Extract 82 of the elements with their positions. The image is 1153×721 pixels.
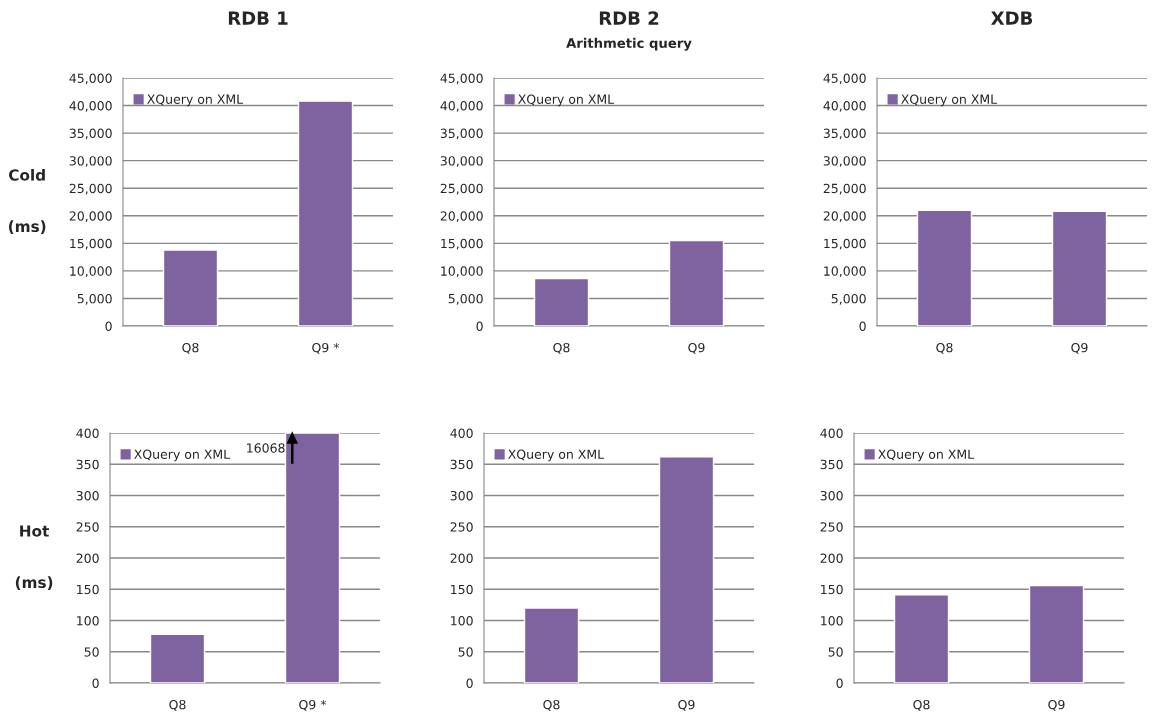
- y-tick-label: 150: [77, 584, 99, 595]
- y-tick-label: 0: [836, 678, 843, 688]
- y-tick-label: 30,000: [440, 156, 483, 167]
- y-tick-label: 350: [76, 459, 99, 470]
- y-tick-label: 35,000: [823, 128, 866, 140]
- y-tick-label: 35,000: [69, 128, 112, 140]
- y-tick-label: 0: [105, 321, 112, 331]
- y-tick-label: 20,000: [440, 211, 483, 222]
- x-tick-label: Q8: [182, 342, 199, 354]
- y-tick-label: 25,000: [823, 183, 866, 195]
- chart-title: XDB: [991, 11, 1033, 25]
- y-tick-label: 400: [820, 428, 843, 438]
- y-tick-label: 250: [450, 522, 473, 532]
- x-tick-label: Q9: [688, 342, 705, 354]
- y-tick-label: 45,000: [69, 73, 112, 85]
- x-tick-label: Q8: [936, 342, 953, 354]
- y-tick-label: 200: [76, 553, 99, 563]
- y-tick-label: 150: [821, 584, 843, 595]
- y-tick-label: 200: [450, 553, 473, 563]
- x-tick-label: Q8: [913, 699, 930, 711]
- y-tick-label: 25,000: [440, 183, 483, 195]
- y-tick-label: 350: [820, 459, 843, 470]
- text: Hot (ms): [15, 525, 53, 590]
- y-tick-label: 15,000: [70, 238, 112, 250]
- chart-title: RDB 2: [599, 11, 659, 25]
- x-tick-label: Q9: [1048, 699, 1065, 711]
- legend-label: XQuery on XML: [878, 449, 975, 462]
- y-tick-label: 40,000: [69, 101, 112, 112]
- y-tick-label: 0: [476, 321, 483, 331]
- legend-label: XQuery on XML: [901, 94, 998, 107]
- y-tick-label: 100: [77, 615, 99, 626]
- y-tick-label: 10,000: [824, 266, 866, 278]
- y-tick-label: 400: [450, 428, 473, 438]
- x-tick-label: Q8: [553, 342, 570, 354]
- x-tick-label: Q8: [543, 699, 560, 711]
- y-tick-label: 100: [451, 615, 473, 626]
- y-tick-label: 25,000: [69, 183, 112, 195]
- y-tick-label: 50: [84, 647, 99, 657]
- annotation: 16068: [247, 443, 285, 453]
- chart-subtitle: Arithmetic query: [566, 37, 692, 51]
- y-tick-label: 40,000: [440, 101, 483, 112]
- y-tick-label: 45,000: [823, 73, 866, 85]
- y-tick-label: 30,000: [823, 156, 866, 167]
- y-tick-label: 0: [466, 678, 473, 688]
- legend-label: XQuery on XML: [134, 449, 231, 462]
- y-tick-label: 10,000: [70, 266, 112, 278]
- x-tick-label: Q8: [169, 699, 186, 711]
- y-tick-label: 0: [859, 321, 866, 331]
- y-tick-label: 0: [92, 678, 99, 688]
- legend-label: XQuery on XML: [147, 94, 244, 107]
- x-tick-label: Q9 *: [299, 699, 327, 711]
- x-tick-label: Q9: [1071, 342, 1088, 354]
- text: Cold (ms): [9, 168, 46, 234]
- y-tick-label: 300: [450, 490, 473, 501]
- legend-label: XQuery on XML: [518, 94, 615, 107]
- x-tick-label: Q9: [678, 699, 695, 711]
- y-tick-label: 5,000: [77, 293, 112, 305]
- y-tick-label: 5,000: [831, 293, 866, 305]
- y-tick-label: 15,000: [824, 238, 866, 250]
- y-tick-label: 15,000: [441, 238, 483, 250]
- y-tick-label: 45,000: [440, 73, 483, 85]
- y-tick-label: 35,000: [440, 128, 483, 140]
- y-tick-label: 50: [828, 647, 843, 657]
- y-tick-label: 20,000: [69, 211, 112, 222]
- y-tick-label: 350: [450, 459, 473, 470]
- y-tick-label: 400: [76, 428, 99, 438]
- y-tick-label: 20,000: [823, 211, 866, 222]
- y-tick-label: 250: [76, 522, 99, 532]
- y-tick-label: 5,000: [448, 293, 483, 305]
- legend-label: XQuery on XML: [508, 449, 605, 462]
- y-tick-label: 300: [76, 490, 99, 501]
- chart-title: RDB 1: [228, 11, 288, 25]
- y-tick-label: 150: [451, 584, 473, 595]
- y-tick-label: 100: [821, 615, 843, 626]
- y-tick-label: 250: [820, 522, 843, 532]
- y-tick-label: 10,000: [441, 266, 483, 278]
- y-tick-label: 50: [458, 647, 473, 657]
- y-tick-label: 200: [820, 553, 843, 563]
- y-tick-label: 300: [820, 490, 843, 501]
- y-tick-label: 30,000: [69, 156, 112, 167]
- x-tick-label: Q9 *: [312, 342, 340, 354]
- y-tick-label: 40,000: [823, 101, 866, 112]
